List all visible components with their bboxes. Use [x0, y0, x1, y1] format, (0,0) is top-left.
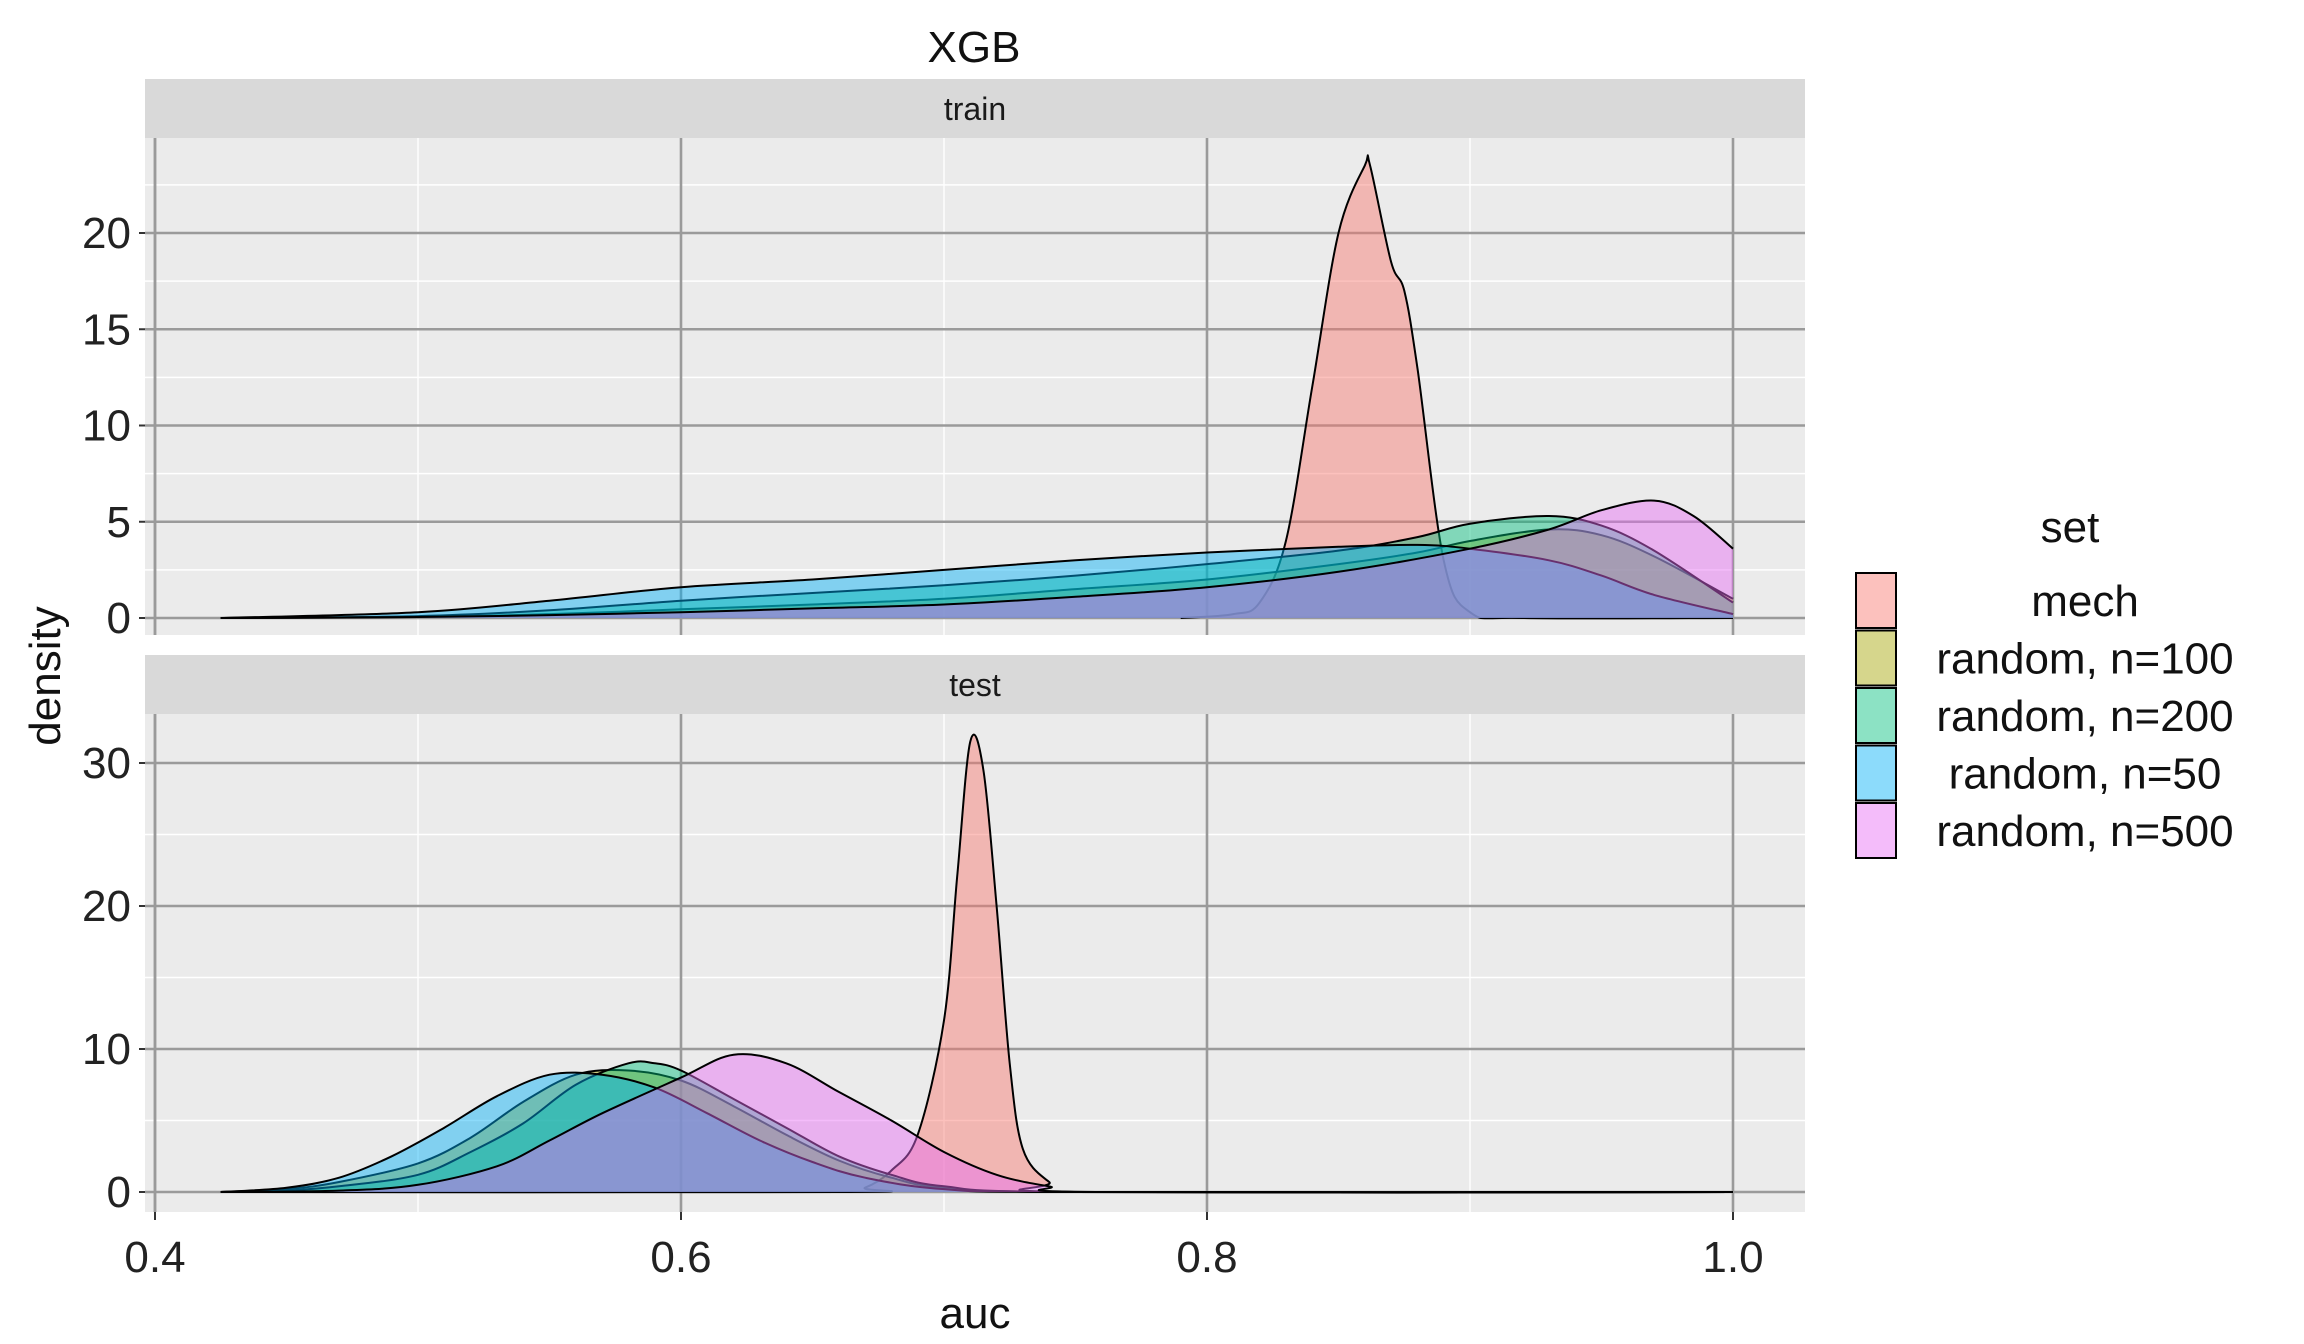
x-axis-ticks: 0.4 0.6 0.8 1.0 — [124, 1212, 1764, 1282]
density-area-random-n-200 — [220, 515, 1734, 618]
density-areas-train — [220, 154, 1734, 620]
panel-bg-train — [145, 138, 1805, 635]
legend-key-random-n-50 — [1855, 744, 1897, 802]
strip-test — [145, 655, 1805, 714]
x-axis-label: auc — [940, 1289, 1011, 1338]
legend-key-random-n-500 — [1855, 802, 1897, 859]
legend-title: set — [2041, 503, 2100, 552]
density-outline-random-n-50 — [220, 543, 1734, 619]
density-outline-mech — [220, 733, 1734, 1194]
strip-label-test: test — [949, 667, 1001, 703]
facet-test: test 0 10 20 30 — [82, 655, 1805, 1217]
y-tick-label: 20 — [82, 882, 131, 931]
legend-label: random, n=50 — [1949, 750, 2222, 799]
density-area-random-n-200 — [220, 1061, 1734, 1193]
chart-title: XGB — [928, 23, 1021, 72]
x-tick-label: 0.6 — [650, 1233, 711, 1282]
density-area-random-n-50 — [220, 544, 1734, 618]
density-outline-random-n-200 — [220, 514, 1734, 619]
y-axis-label: density — [21, 606, 70, 745]
density-area-random-n-500 — [220, 1054, 1734, 1193]
density-area-random-n-500 — [220, 500, 1734, 618]
density-area-mech — [1180, 155, 1733, 619]
y-tick-label: 10 — [82, 402, 131, 451]
strip-train — [145, 79, 1805, 138]
legend-label: random, n=100 — [1936, 635, 2233, 684]
density-outline-random-n-500 — [220, 1053, 1734, 1194]
legend-label: random, n=500 — [1936, 807, 2233, 856]
y-tick-label: 0 — [107, 594, 131, 643]
x-tick-label: 1.0 — [1702, 1233, 1763, 1282]
legend-key-random-n-200 — [1855, 687, 1897, 744]
strip-label-train: train — [944, 91, 1006, 127]
y-tick-label: 5 — [107, 498, 131, 547]
legend-key-mech — [1855, 572, 1897, 629]
y-tick-label: 10 — [82, 1025, 131, 1074]
panel-bg-test — [145, 714, 1805, 1212]
y-tick-label: 15 — [82, 305, 131, 354]
density-areas-test — [220, 733, 1734, 1194]
legend-label: random, n=200 — [1936, 692, 2233, 741]
y-tick-label: 30 — [82, 739, 131, 788]
density-area-random-n-100 — [220, 1069, 1734, 1193]
x-tick-label: 0.8 — [1176, 1233, 1237, 1282]
facet-train: train 0 5 10 15 20 — [82, 79, 1805, 643]
legend-label: mech — [2031, 577, 2139, 626]
y-tick-label: 0 — [107, 1168, 131, 1217]
density-area-mech — [220, 734, 1734, 1193]
y-ticks-test: 0 10 20 30 — [82, 714, 157, 1217]
x-tick-label: 0.4 — [124, 1233, 185, 1282]
density-area-random-n-100 — [220, 529, 1734, 618]
legend-items: mech random, n=100 random, n=200 random, n=… — [1855, 572, 2234, 859]
density-area-random-n-50 — [220, 1072, 1734, 1193]
density-outline-random-n-500 — [220, 499, 1734, 619]
legend: set mech random, n=100 random, n=200 random… — [1855, 503, 2234, 859]
density-outline-mech — [1180, 154, 1734, 620]
y-tick-label: 20 — [82, 209, 131, 258]
y-ticks-train: 0 5 10 15 20 — [82, 138, 157, 643]
legend-key-random-n-100 — [1855, 629, 1897, 687]
